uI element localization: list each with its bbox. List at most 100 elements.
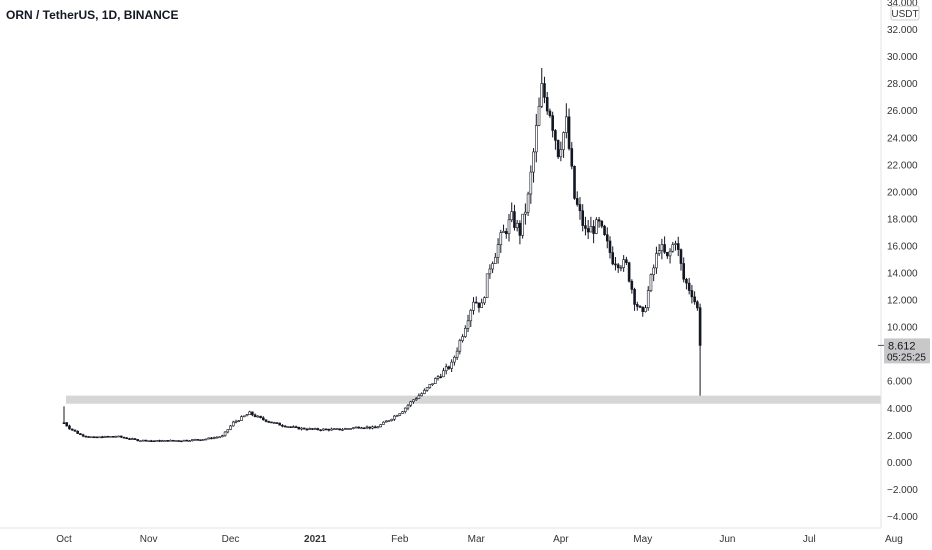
candle [529, 165, 533, 204]
candle [139, 440, 142, 443]
candle [627, 261, 631, 283]
candle [562, 131, 565, 158]
candle [625, 256, 628, 266]
candle [510, 202, 514, 223]
candle [100, 435, 104, 439]
candle [286, 426, 290, 428]
candle [605, 227, 609, 249]
candle [565, 103, 568, 139]
candle [204, 438, 208, 441]
candle [491, 261, 494, 274]
candle [480, 298, 483, 308]
currency-badge[interactable] [890, 5, 920, 21]
candle [450, 359, 453, 373]
candle [352, 427, 355, 430]
candle [393, 415, 396, 422]
candle [674, 240, 677, 251]
candle [98, 436, 101, 439]
candle [106, 435, 109, 438]
candle [635, 301, 639, 311]
candle [666, 251, 669, 259]
candle [229, 424, 232, 431]
candle [242, 415, 246, 418]
candle [611, 246, 615, 266]
x-tick-label: May [633, 534, 652, 545]
candle [395, 414, 399, 417]
y-tick-label: 4.000 [887, 404, 912, 415]
candle [300, 427, 303, 431]
candle [234, 419, 238, 424]
candle [376, 425, 380, 429]
x-tick-label: Nov [140, 534, 158, 545]
candle [507, 213, 511, 242]
candle [584, 216, 587, 236]
candle [472, 297, 475, 315]
candle [332, 428, 336, 431]
candle [676, 236, 680, 257]
candle [237, 419, 241, 423]
candle [690, 284, 694, 304]
candle [384, 419, 388, 423]
candle [455, 347, 459, 360]
candle [324, 428, 328, 431]
candle [166, 440, 170, 442]
candle [663, 236, 666, 254]
candle [619, 264, 623, 272]
candle [182, 439, 186, 442]
candle [406, 403, 410, 411]
candle [586, 219, 590, 240]
candle [346, 428, 350, 430]
candle [62, 406, 66, 424]
candle [433, 377, 437, 384]
x-tick-label: Mar [468, 534, 486, 545]
candle [245, 414, 249, 417]
candle [302, 427, 306, 430]
currency-label: USDT [891, 9, 918, 20]
candle [248, 410, 251, 415]
candle [193, 438, 197, 441]
x-tick-label: Feb [391, 534, 409, 545]
candle [524, 203, 527, 225]
candle [559, 141, 563, 162]
candle [147, 440, 150, 443]
candle [515, 219, 519, 232]
candle [270, 421, 273, 424]
candle [144, 439, 148, 442]
candle [685, 277, 688, 290]
candle [600, 220, 604, 229]
y-tick-label: 16.000 [887, 241, 918, 252]
candle [163, 440, 167, 442]
candle [130, 437, 134, 440]
candle [687, 277, 691, 295]
candle [76, 430, 79, 434]
candle [537, 97, 541, 127]
candle [532, 148, 535, 183]
candle [439, 373, 443, 379]
candle [679, 248, 683, 271]
candle [136, 439, 140, 442]
candle [188, 440, 191, 443]
y-tick-label: 34.000 [887, 0, 918, 9]
y-tick-label: −2.000 [887, 485, 918, 496]
candle [461, 334, 464, 343]
candle [174, 440, 178, 442]
candle [502, 224, 505, 233]
candle [567, 108, 571, 151]
y-tick-label: 12.000 [887, 296, 918, 307]
candle [649, 273, 653, 293]
x-tick-label: Oct [56, 534, 72, 545]
support-zone [66, 395, 881, 404]
candle [251, 411, 254, 417]
candle [431, 383, 434, 386]
y-tick-label: 14.000 [887, 269, 918, 280]
candle [543, 76, 546, 104]
y-tick-label: 22.000 [887, 160, 918, 171]
candle [368, 426, 372, 430]
candle [420, 392, 423, 397]
candle [117, 435, 120, 438]
candle [128, 437, 131, 440]
candle [573, 165, 576, 200]
candle [608, 236, 612, 259]
candle [638, 304, 642, 308]
